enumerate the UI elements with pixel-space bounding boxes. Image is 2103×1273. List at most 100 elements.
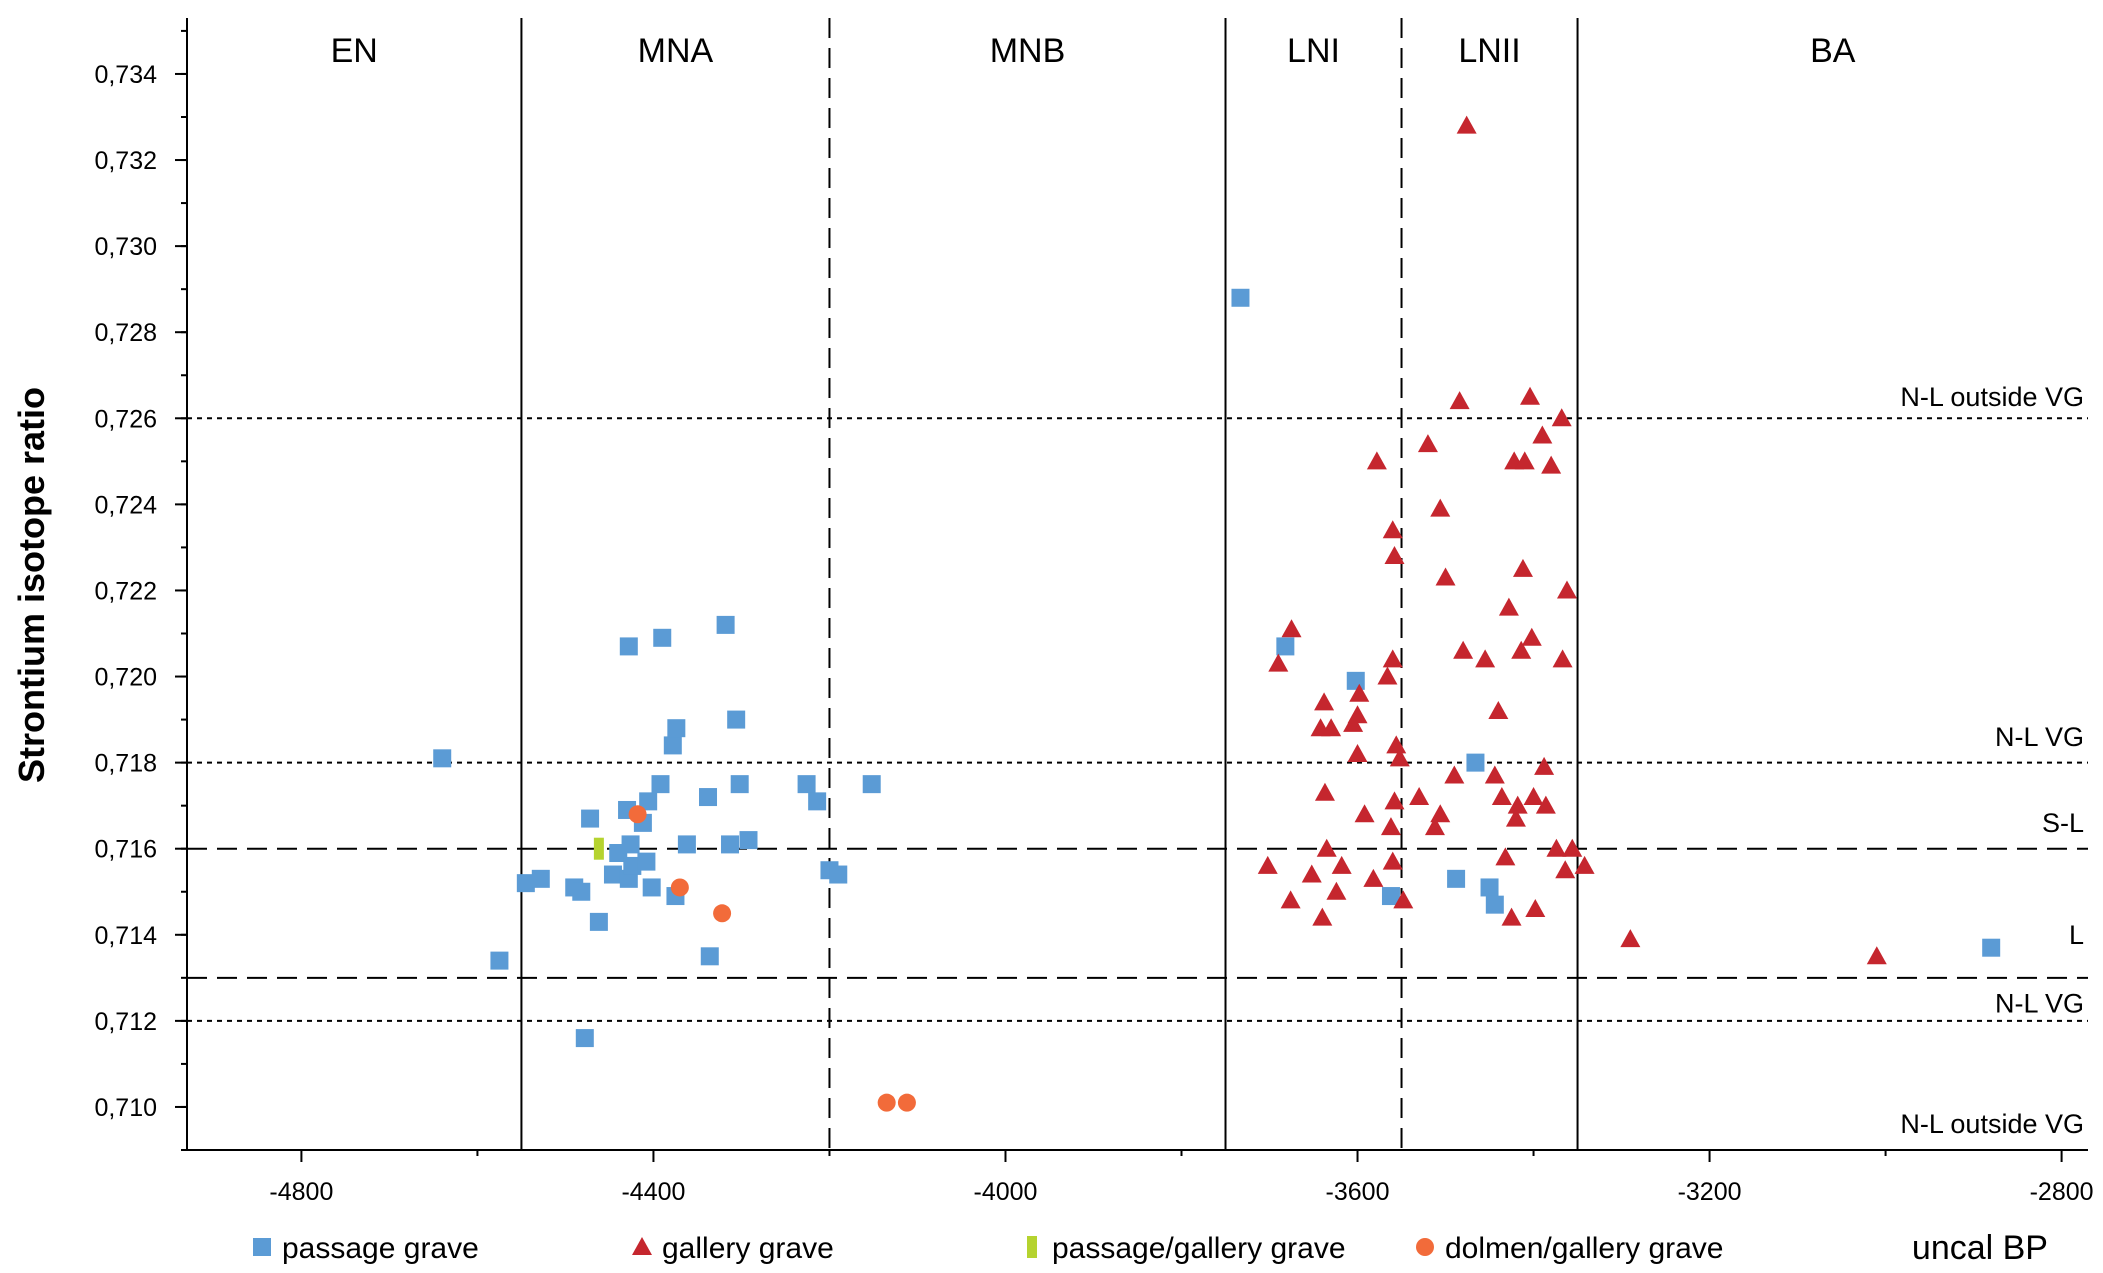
data-point — [862, 775, 881, 794]
data-point — [663, 736, 682, 755]
y-tick-label: 0,716 — [94, 836, 157, 864]
data-point — [1551, 408, 1572, 427]
data-point — [700, 947, 719, 966]
data-point — [581, 809, 600, 828]
data-point — [1430, 804, 1451, 823]
data-point — [1346, 671, 1365, 690]
data-point — [1380, 817, 1401, 836]
data-points — [433, 115, 2001, 1112]
legend: passage grave gallery grave passage/galler… — [253, 1232, 1723, 1265]
data-point — [1525, 898, 1546, 917]
data-point — [1512, 558, 1533, 577]
data-point — [1382, 520, 1403, 539]
reference-line-label: N-L VG — [1995, 989, 2084, 1019]
data-point — [739, 831, 758, 850]
data-point — [727, 710, 746, 729]
data-point — [829, 865, 848, 884]
data-point — [721, 835, 740, 854]
data-point — [808, 792, 827, 811]
data-point — [623, 856, 642, 875]
x-tick-label: -4800 — [269, 1178, 333, 1206]
data-point — [1620, 929, 1641, 948]
data-point — [670, 878, 689, 897]
data-point — [877, 1093, 896, 1112]
reference-line-label: S-L — [2042, 808, 2084, 838]
data-point — [1314, 692, 1335, 711]
data-point — [1417, 434, 1438, 453]
data-point — [1257, 855, 1278, 874]
data-point — [575, 1029, 594, 1048]
legend-label: dolmen/gallery grave — [1445, 1232, 1723, 1265]
data-point — [730, 775, 749, 794]
y-tick-label: 0,730 — [94, 233, 157, 261]
data-point — [1354, 804, 1375, 823]
data-point — [1349, 683, 1370, 702]
y-axis-title: Strontium isotope ratio — [11, 387, 52, 783]
y-tick-label: 0,714 — [94, 922, 157, 950]
data-point — [1556, 580, 1577, 599]
series-passage-gallery-grave — [593, 837, 604, 860]
data-point — [1276, 637, 1295, 656]
period-label: MNA — [638, 32, 714, 70]
data-point — [639, 792, 658, 811]
data-point — [1393, 890, 1414, 909]
legend-label: passage grave — [282, 1232, 479, 1265]
data-point — [603, 865, 622, 884]
data-point — [1484, 765, 1505, 784]
data-point — [1363, 868, 1384, 887]
data-point — [1501, 907, 1522, 926]
reference-line-label: N-L VG — [1995, 722, 2084, 752]
data-point — [1449, 391, 1470, 410]
data-point — [1507, 795, 1528, 814]
data-point — [1435, 567, 1456, 586]
data-point — [1521, 627, 1542, 646]
data-point — [1430, 498, 1451, 517]
y-tick-label: 0,734 — [94, 61, 157, 89]
x-axis-unit-label: uncal BP — [1912, 1229, 2048, 1267]
period-label: LNI — [1287, 32, 1340, 70]
series-dolmen-gallery-grave — [628, 805, 916, 1112]
data-point — [1366, 451, 1387, 470]
y-tick-label: 0,722 — [94, 577, 157, 605]
data-point — [1480, 878, 1499, 897]
data-point — [1444, 765, 1465, 784]
data-point — [1546, 838, 1567, 857]
data-point — [1280, 890, 1301, 909]
data-point — [1447, 869, 1466, 888]
legend-marker — [253, 1238, 271, 1256]
legend-marker — [632, 1237, 652, 1255]
data-point — [1491, 787, 1512, 806]
legend-label: passage/gallery grave — [1052, 1232, 1346, 1265]
data-point — [1514, 451, 1535, 470]
x-tick-label: -3200 — [1678, 1178, 1742, 1206]
legend-marker — [1416, 1238, 1434, 1256]
data-point — [1453, 640, 1474, 659]
data-point — [1562, 838, 1583, 857]
data-point — [1532, 425, 1553, 444]
data-point — [433, 749, 452, 768]
data-point — [797, 775, 816, 794]
legend-marker — [1027, 1236, 1037, 1258]
period-label: LNII — [1458, 32, 1520, 70]
reference-line-labels: N-L outside VG N-L VG S-L L N-L VG N-L outsid… — [1900, 382, 2084, 1139]
series-passage-grave — [433, 288, 2001, 1048]
data-point — [1982, 938, 2001, 957]
y-tick-label: 0,728 — [94, 319, 157, 347]
data-point — [1381, 887, 1400, 906]
data-point — [1534, 756, 1555, 775]
data-point — [1505, 808, 1526, 827]
period-boundaries — [520, 18, 1579, 1150]
data-point — [1475, 649, 1496, 668]
data-point — [1384, 546, 1405, 565]
y-tick-label: 0,718 — [94, 750, 157, 778]
data-point — [1316, 838, 1337, 857]
period-labels: EN MNA MNB LNI LNII BA — [331, 32, 1856, 70]
period-label: EN — [331, 32, 378, 70]
data-point — [699, 788, 718, 807]
data-point — [651, 775, 670, 794]
data-point — [667, 719, 686, 738]
data-point — [713, 904, 732, 923]
data-point — [677, 835, 696, 854]
